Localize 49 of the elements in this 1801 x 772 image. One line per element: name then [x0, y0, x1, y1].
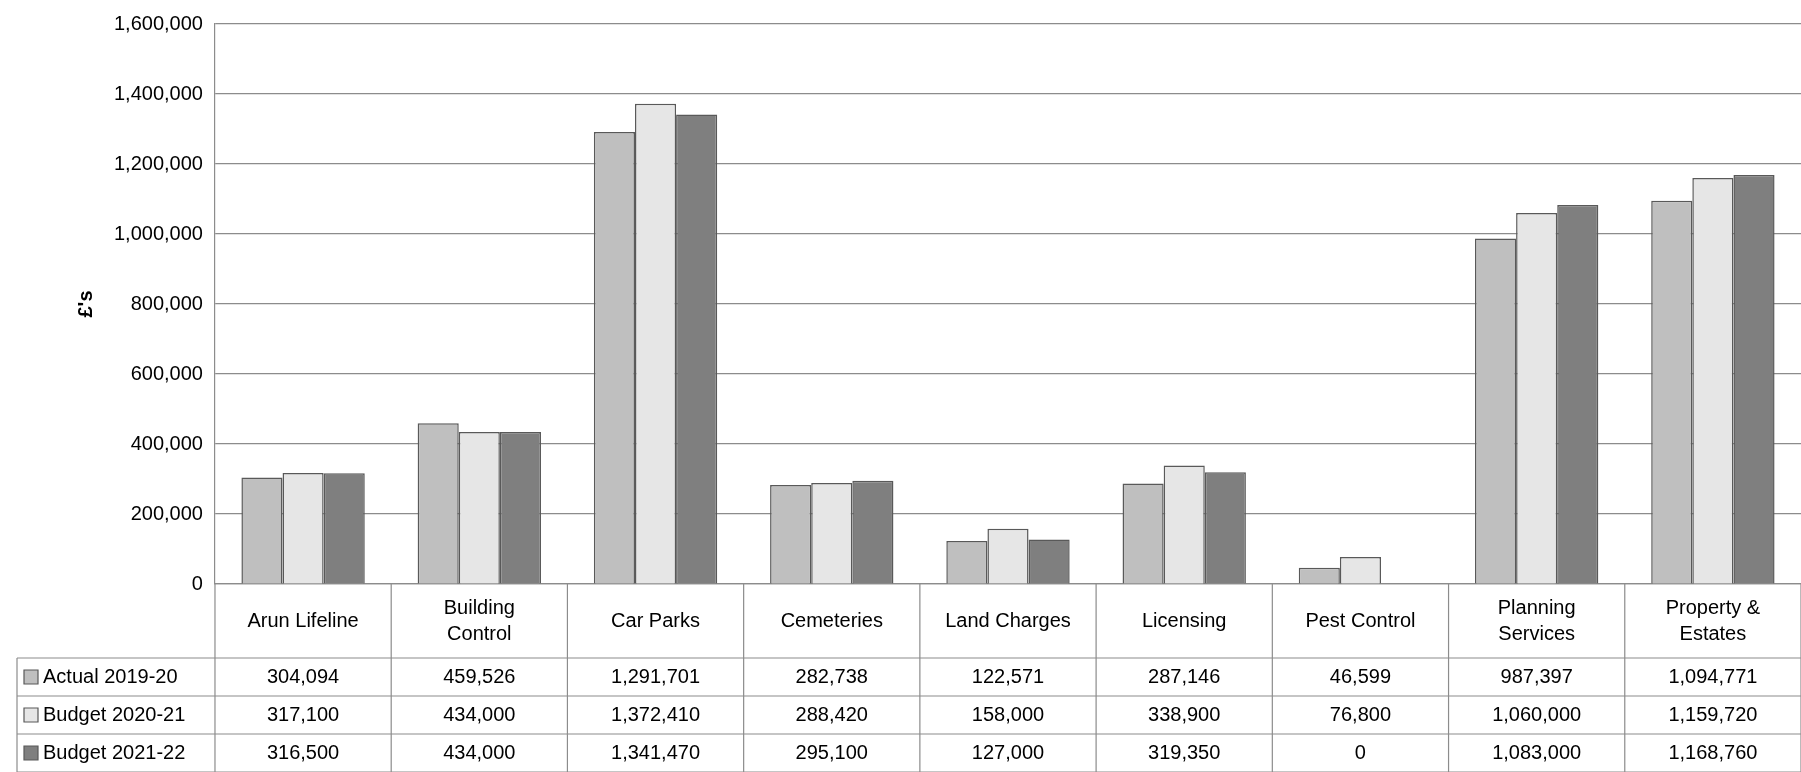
data-label: 434,000 — [443, 740, 516, 763]
data-label: 287,146 — [1148, 664, 1221, 687]
y-tick-label: 0 — [191, 571, 203, 594]
legend-label: Actual 2019-20 — [43, 664, 178, 687]
y-tick-label: 800,000 — [130, 291, 203, 314]
data-label: 987,397 — [1500, 664, 1573, 687]
data-label: 1,372,410 — [611, 702, 701, 725]
data-label: 1,168,760 — [1668, 740, 1758, 763]
data-label: 288,420 — [795, 702, 868, 725]
x-tick-label: Cemeteries — [780, 608, 883, 631]
data-label: 76,800 — [1329, 702, 1392, 725]
y-tick-label: 600,000 — [130, 361, 203, 384]
y-tick-label: 1,600,000 — [113, 11, 203, 34]
x-tick-label: Arun Lifeline — [247, 608, 359, 631]
data-label: 1,159,720 — [1668, 702, 1758, 725]
data-label: 459,526 — [443, 664, 516, 687]
data-label: 122,571 — [971, 664, 1045, 687]
data-label: 338,900 — [1148, 702, 1221, 725]
x-tick-label: Car Parks — [611, 608, 700, 631]
data-label: 158,000 — [971, 702, 1045, 725]
data-label: 0 — [1354, 740, 1366, 763]
y-tick-label: 1,200,000 — [113, 151, 203, 174]
legend-label: Budget 2020-21 — [43, 702, 186, 725]
x-tick-label: Planning Services — [1497, 595, 1576, 644]
x-tick-label: Pest Control — [1305, 608, 1416, 631]
y-tick-label: 400,000 — [130, 431, 203, 454]
legend-label: Budget 2021-22 — [43, 740, 186, 763]
y-axis-title: £'s — [73, 290, 96, 318]
y-tick-label: 1,400,000 — [113, 81, 203, 104]
data-label: 1,094,771 — [1668, 664, 1758, 687]
data-label: 1,291,701 — [611, 664, 701, 687]
data-label: 316,500 — [266, 740, 340, 763]
data-label: 319,350 — [1148, 740, 1221, 763]
data-label: 1,060,000 — [1492, 702, 1582, 725]
data-label: 295,100 — [795, 740, 868, 763]
x-tick-label: Building Control — [443, 595, 515, 644]
data-label: 1,341,470 — [611, 740, 701, 763]
data-label: 127,000 — [971, 740, 1045, 763]
y-tick-label: 200,000 — [130, 501, 203, 524]
data-label: 317,100 — [266, 702, 340, 725]
data-label: 434,000 — [443, 702, 516, 725]
data-label: 1,083,000 — [1492, 740, 1582, 763]
y-tick-label: 1,000,000 — [113, 221, 203, 244]
x-tick-label: Property & Estates — [1665, 595, 1761, 644]
data-label: 282,738 — [795, 664, 868, 687]
x-tick-label: Licensing — [1141, 608, 1227, 631]
data-label: 304,094 — [266, 664, 340, 687]
x-tick-label: Land Charges — [945, 608, 1071, 631]
data-label: 46,599 — [1329, 664, 1392, 687]
